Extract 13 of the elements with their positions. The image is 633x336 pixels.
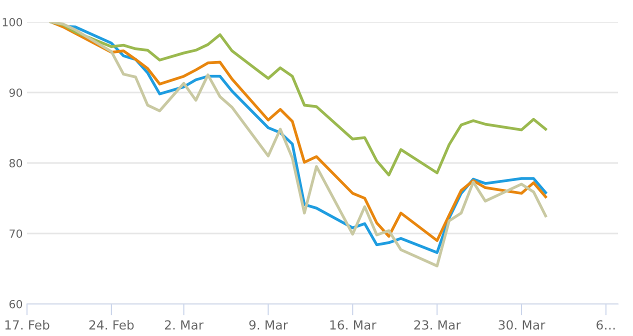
x-tick-label: 24. Feb	[89, 320, 134, 330]
y-tick-label: 80	[9, 158, 22, 168]
y-tick-label: 70	[10, 229, 22, 238]
x-tick-label: 9. Mar	[249, 320, 288, 330]
x-tick-label: 23. Mar	[414, 320, 461, 330]
y-tick-label: 60	[9, 300, 22, 308]
x-tick-label: 17. Feb	[5, 320, 50, 330]
y-tick-label: 90	[9, 88, 22, 97]
x-tick-label: 30. Mar	[498, 320, 546, 330]
x-tick-label: 16. Mar	[330, 320, 376, 330]
x-tick-label: 6…	[596, 320, 615, 330]
y-tick-label: 100	[2, 18, 22, 26]
x-tick-label: 2. Mar	[164, 320, 204, 330]
